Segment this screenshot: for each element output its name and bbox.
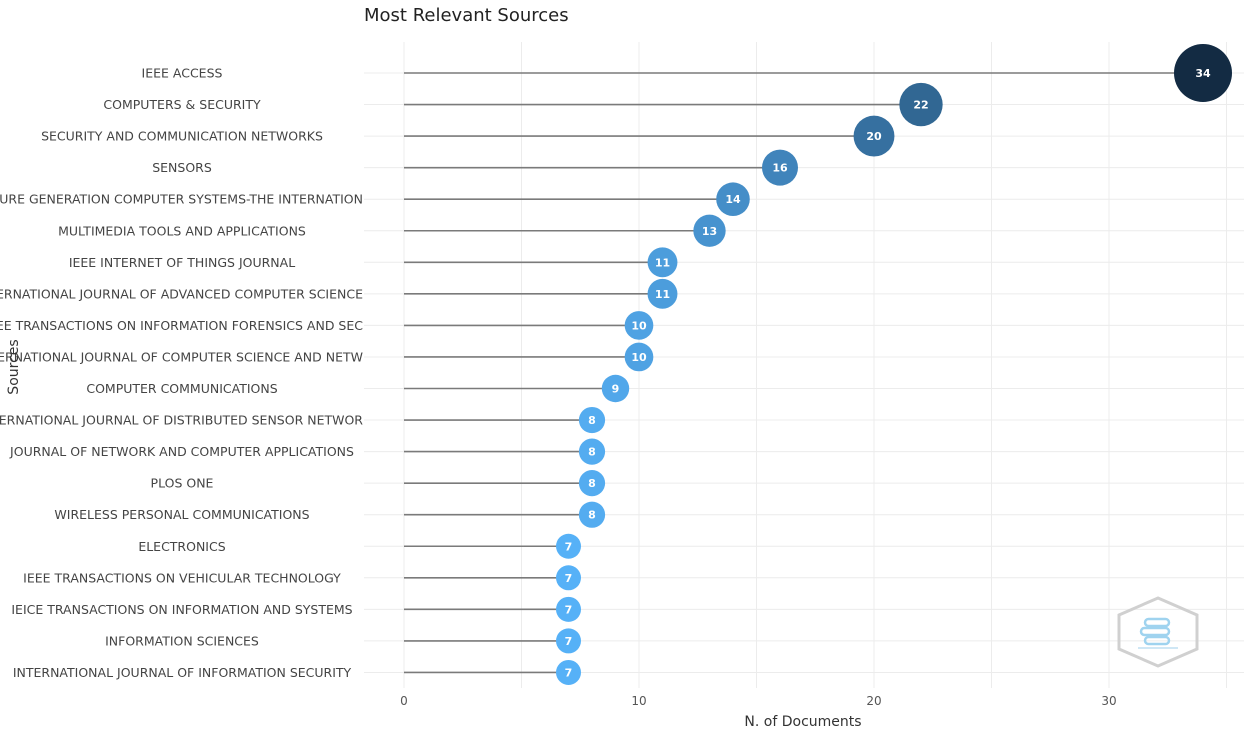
category-label: INTERNATIONAL JOURNAL OF DISTRIBUTED SEN… bbox=[0, 413, 363, 428]
x-tick-layer: 0 10 20 30 bbox=[400, 694, 1116, 708]
category-label: MULTIMEDIA TOOLS AND APPLICATIONS bbox=[58, 223, 306, 238]
value-label: 10 bbox=[631, 351, 647, 364]
lollipop-point bbox=[578, 501, 606, 528]
value-label: 9 bbox=[612, 383, 620, 396]
value-label: 8 bbox=[588, 414, 596, 427]
lollipop-point bbox=[578, 470, 606, 497]
lollipop-point bbox=[578, 438, 606, 465]
category-label: SENSORS bbox=[152, 160, 212, 175]
lollipop-point bbox=[601, 374, 630, 403]
lollipop-point bbox=[556, 659, 581, 685]
value-label: 13 bbox=[702, 225, 717, 238]
category-label: WIRELESS PERSONAL COMMUNICATIONS bbox=[54, 507, 309, 522]
category-label: INFORMATION SCIENCES bbox=[105, 633, 259, 648]
category-label: COMPUTERS & SECURITY bbox=[103, 97, 261, 112]
lollipop-point bbox=[556, 628, 581, 654]
category-label: INTERNATIONAL JOURNAL OF INFORMATION SEC… bbox=[13, 665, 352, 680]
lollipop-point bbox=[647, 278, 678, 309]
stem-layer bbox=[404, 72, 1203, 674]
value-label: 20 bbox=[866, 130, 882, 143]
category-label: IEEE TRANSACTIONS ON INFORMATION FORENSI… bbox=[0, 318, 363, 333]
value-label: 22 bbox=[913, 99, 928, 112]
lollipop-point bbox=[647, 247, 678, 278]
bibliometrix-logo bbox=[1117, 596, 1199, 668]
category-label: INTERNATIONAL JOURNAL OF ADVANCED COMPUT… bbox=[0, 286, 363, 301]
lollipop-point bbox=[693, 214, 726, 247]
value-label: 16 bbox=[772, 162, 788, 175]
x-tick-label: 0 bbox=[400, 694, 408, 708]
value-label: 7 bbox=[565, 666, 573, 679]
chart-title: Most Relevant Sources bbox=[364, 5, 569, 26]
category-label: PLOS ONE bbox=[151, 476, 214, 491]
x-axis-title: N. of Documents bbox=[744, 714, 861, 729]
category-label: JOURNAL OF NETWORK AND COMPUTER APPLICAT… bbox=[9, 444, 354, 459]
category-label: SECURITY AND COMMUNICATION NETWORKS bbox=[41, 129, 323, 144]
value-label: 8 bbox=[588, 446, 596, 459]
value-label: 11 bbox=[655, 256, 670, 269]
category-label: IEEE INTERNET OF THINGS JOURNAL bbox=[69, 255, 295, 270]
lollipop-point bbox=[556, 596, 581, 622]
lollipop-point bbox=[1174, 44, 1232, 102]
value-label: 7 bbox=[565, 635, 573, 648]
value-label: 7 bbox=[565, 540, 573, 553]
category-label: IEICE TRANSACTIONS ON INFORMATION AND SY… bbox=[11, 602, 352, 617]
category-label-layer: IEEE ACCESS COMPUTERS & SECURITY SECURITY … bbox=[0, 66, 363, 680]
category-label: COMPUTER COMMUNICATIONS bbox=[86, 381, 277, 396]
category-label: IEEE TRANSACTIONS ON VEHICULAR TECHNOLOG… bbox=[23, 570, 341, 585]
value-label: 34 bbox=[1195, 67, 1211, 80]
lollipop-point bbox=[624, 342, 654, 372]
lollipop-point bbox=[716, 182, 750, 216]
lollipop-point bbox=[853, 115, 895, 157]
x-tick-label: 30 bbox=[1101, 694, 1116, 708]
value-label: 7 bbox=[565, 603, 573, 616]
value-label: 8 bbox=[588, 477, 596, 490]
category-label: IEEE ACCESS bbox=[142, 66, 223, 81]
point-layer: 34 22 20 16 14 13 11 11 10 10 9 8 8 8 8 7 7 7 7 7 bbox=[556, 44, 1232, 685]
value-label: 11 bbox=[655, 288, 670, 301]
lollipop-point bbox=[899, 82, 943, 127]
value-label: 10 bbox=[631, 319, 647, 332]
value-label: 8 bbox=[588, 509, 596, 522]
x-tick-label: 10 bbox=[631, 694, 646, 708]
value-label: 14 bbox=[725, 193, 741, 206]
lollipop-point bbox=[578, 406, 606, 434]
category-label: ELECTRONICS bbox=[138, 539, 225, 554]
x-tick-label: 20 bbox=[866, 694, 881, 708]
y-axis-title: Sources bbox=[6, 339, 22, 394]
grid-layer bbox=[364, 42, 1244, 688]
lollipop-point bbox=[556, 565, 581, 591]
lollipop-point bbox=[624, 311, 654, 340]
category-label: INTERNATIONAL JOURNAL OF COMPUTER SCIENC… bbox=[0, 349, 363, 364]
category-label: FUTURE GENERATION COMPUTER SYSTEMS-THE I… bbox=[0, 192, 363, 207]
lollipop-point bbox=[556, 533, 581, 559]
lollipop-point bbox=[762, 149, 798, 186]
value-label: 7 bbox=[565, 572, 573, 585]
